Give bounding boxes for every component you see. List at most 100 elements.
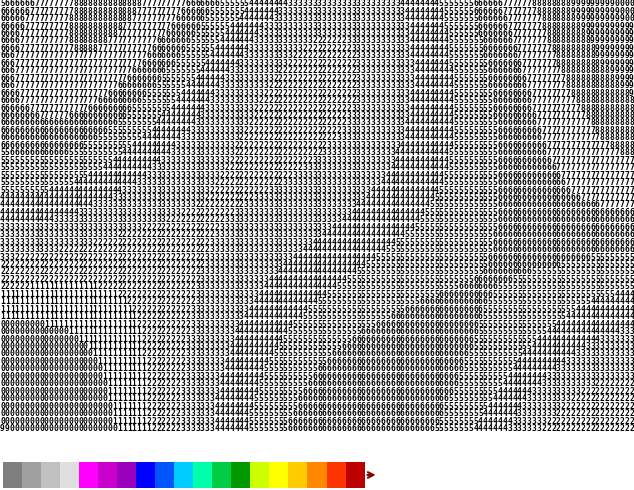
Text: 3: 3 [312, 208, 317, 217]
Text: 9: 9 [610, 44, 614, 53]
Text: 5: 5 [327, 297, 332, 306]
Text: 7: 7 [63, 89, 68, 98]
Text: 0: 0 [58, 379, 63, 388]
Text: 6: 6 [424, 342, 429, 351]
Text: 5: 5 [473, 215, 478, 224]
Text: 7: 7 [29, 59, 34, 68]
Text: 5: 5 [449, 163, 453, 172]
Text: 2: 2 [15, 282, 20, 292]
Text: 6: 6 [112, 119, 117, 127]
Text: 8: 8 [585, 36, 590, 46]
Text: 6: 6 [15, 89, 20, 98]
Text: 3: 3 [205, 126, 210, 135]
Text: 3: 3 [278, 193, 283, 202]
Text: 5: 5 [527, 305, 531, 314]
Text: 0: 0 [5, 349, 10, 359]
Text: 0: 0 [63, 349, 68, 359]
Text: 6: 6 [166, 51, 171, 60]
Text: 6: 6 [380, 409, 385, 418]
Text: 2: 2 [200, 208, 205, 217]
Text: 6: 6 [385, 409, 390, 418]
Text: 5: 5 [356, 275, 361, 284]
Text: 6: 6 [527, 156, 531, 165]
Text: 6: 6 [463, 297, 468, 306]
Text: 5: 5 [473, 51, 478, 60]
Text: 5: 5 [463, 81, 468, 90]
Text: 4: 4 [58, 193, 63, 202]
Text: 6: 6 [29, 148, 34, 157]
Text: 4: 4 [415, 215, 420, 224]
Text: 3: 3 [205, 335, 210, 343]
Text: 7: 7 [531, 74, 536, 83]
Text: 4: 4 [224, 365, 230, 373]
Text: 2: 2 [629, 379, 634, 388]
Text: 3: 3 [190, 327, 195, 336]
Text: 6: 6 [415, 312, 420, 321]
Text: 4: 4 [259, 349, 263, 359]
Text: 2: 2 [322, 133, 327, 143]
Text: 2: 2 [230, 178, 234, 187]
Text: 5: 5 [478, 402, 483, 411]
Text: 6: 6 [375, 394, 380, 403]
Text: 2: 2 [146, 252, 151, 262]
Text: 3: 3 [107, 200, 112, 209]
Text: 3: 3 [361, 7, 366, 16]
Text: 7: 7 [551, 111, 556, 120]
Text: 7: 7 [624, 171, 629, 180]
Text: 2: 2 [44, 252, 49, 262]
Text: 3: 3 [317, 0, 322, 8]
Text: 5: 5 [483, 365, 488, 373]
Text: 3: 3 [614, 365, 619, 373]
Text: 3: 3 [136, 215, 141, 224]
Text: 6: 6 [424, 319, 429, 329]
Text: 0: 0 [15, 402, 20, 411]
Text: 3: 3 [205, 163, 210, 172]
Text: 5: 5 [483, 208, 488, 217]
Text: 8: 8 [556, 0, 561, 8]
Text: 5: 5 [307, 312, 312, 321]
Text: 6: 6 [200, 0, 205, 8]
Text: 6: 6 [488, 74, 493, 83]
Text: 2: 2 [190, 230, 195, 239]
Text: 8: 8 [87, 44, 93, 53]
Text: 5: 5 [458, 36, 463, 46]
Text: 3: 3 [244, 230, 249, 239]
Text: 8: 8 [566, 59, 571, 68]
Text: 5: 5 [395, 238, 400, 246]
Text: 2: 2 [151, 416, 156, 425]
Text: 2: 2 [166, 305, 171, 314]
Text: 4: 4 [283, 297, 288, 306]
Text: 3: 3 [327, 200, 332, 209]
Text: 7: 7 [63, 96, 68, 105]
Text: 3: 3 [273, 200, 278, 209]
Text: 3: 3 [605, 335, 610, 343]
Text: 5: 5 [468, 208, 473, 217]
Text: 5: 5 [547, 305, 551, 314]
Text: 5: 5 [185, 74, 190, 83]
Text: 5: 5 [58, 156, 63, 165]
Text: 6: 6 [166, 59, 171, 68]
Text: 7: 7 [507, 14, 512, 23]
Text: 4: 4 [49, 193, 54, 202]
Text: 3: 3 [385, 89, 390, 98]
Text: 2: 2 [224, 200, 230, 209]
Text: 5: 5 [595, 260, 600, 269]
Text: 3: 3 [531, 402, 536, 411]
Text: 2: 2 [580, 409, 585, 418]
Text: 5: 5 [498, 290, 502, 299]
Text: 4: 4 [278, 290, 283, 299]
Text: 6: 6 [185, 29, 190, 38]
Text: 3: 3 [366, 119, 371, 127]
Text: 0: 0 [34, 342, 39, 351]
Text: 3: 3 [263, 252, 268, 262]
Text: 3: 3 [103, 223, 107, 232]
Text: 1: 1 [122, 312, 127, 321]
Text: 1: 1 [73, 327, 78, 336]
Text: 4: 4 [551, 327, 556, 336]
Text: 3: 3 [375, 36, 380, 46]
Text: 5: 5 [312, 305, 317, 314]
Text: 7: 7 [49, 59, 54, 68]
Text: 6: 6 [420, 402, 424, 411]
Text: 5: 5 [429, 223, 434, 232]
Text: 1: 1 [112, 349, 117, 359]
